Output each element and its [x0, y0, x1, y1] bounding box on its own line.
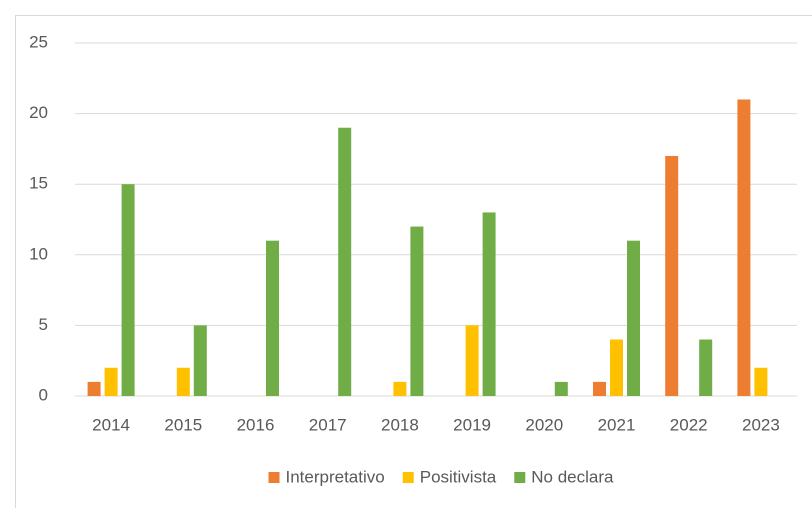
bar [610, 339, 623, 396]
bar [699, 339, 713, 396]
legend-label: Positivista [420, 467, 497, 486]
bar [121, 184, 135, 396]
bar [737, 99, 751, 396]
bar [665, 155, 679, 396]
y-tick-label: 10 [29, 244, 48, 263]
legend-swatch [268, 472, 280, 483]
chart-border [15, 15, 812, 508]
x-tick-label: 2014 [92, 415, 130, 434]
x-tick-label: 2017 [309, 415, 347, 434]
x-tick-label: 2018 [381, 415, 419, 434]
x-tick-label: 2019 [453, 415, 491, 434]
y-tick-label: 0 [39, 385, 48, 404]
bar [627, 240, 640, 396]
x-tick-label: 2021 [598, 415, 636, 434]
bar [465, 325, 479, 396]
legend-label: Interpretativo [286, 467, 385, 486]
x-tick-label: 2020 [525, 415, 563, 434]
x-tick-label: 2022 [670, 415, 708, 434]
x-tick-label: 2016 [237, 415, 275, 434]
bar [593, 381, 606, 396]
bar [338, 127, 352, 396]
legend-swatch [402, 472, 414, 483]
y-tick-label: 20 [29, 103, 48, 122]
bar [104, 367, 118, 396]
y-tick-label: 15 [29, 174, 48, 193]
x-tick-label: 2023 [742, 415, 780, 434]
legend-label: No declara [531, 467, 614, 486]
legend-swatch [514, 472, 526, 483]
bar [176, 367, 190, 396]
bar [87, 381, 101, 396]
x-tick-label: 2015 [164, 415, 202, 434]
bar [266, 240, 279, 396]
bar [754, 367, 768, 396]
bar [393, 381, 407, 396]
bar [554, 381, 568, 396]
y-tick-label: 25 [29, 32, 48, 51]
y-tick-label: 5 [39, 315, 48, 334]
bar [193, 325, 207, 396]
bar [410, 226, 424, 396]
bar [482, 212, 496, 396]
